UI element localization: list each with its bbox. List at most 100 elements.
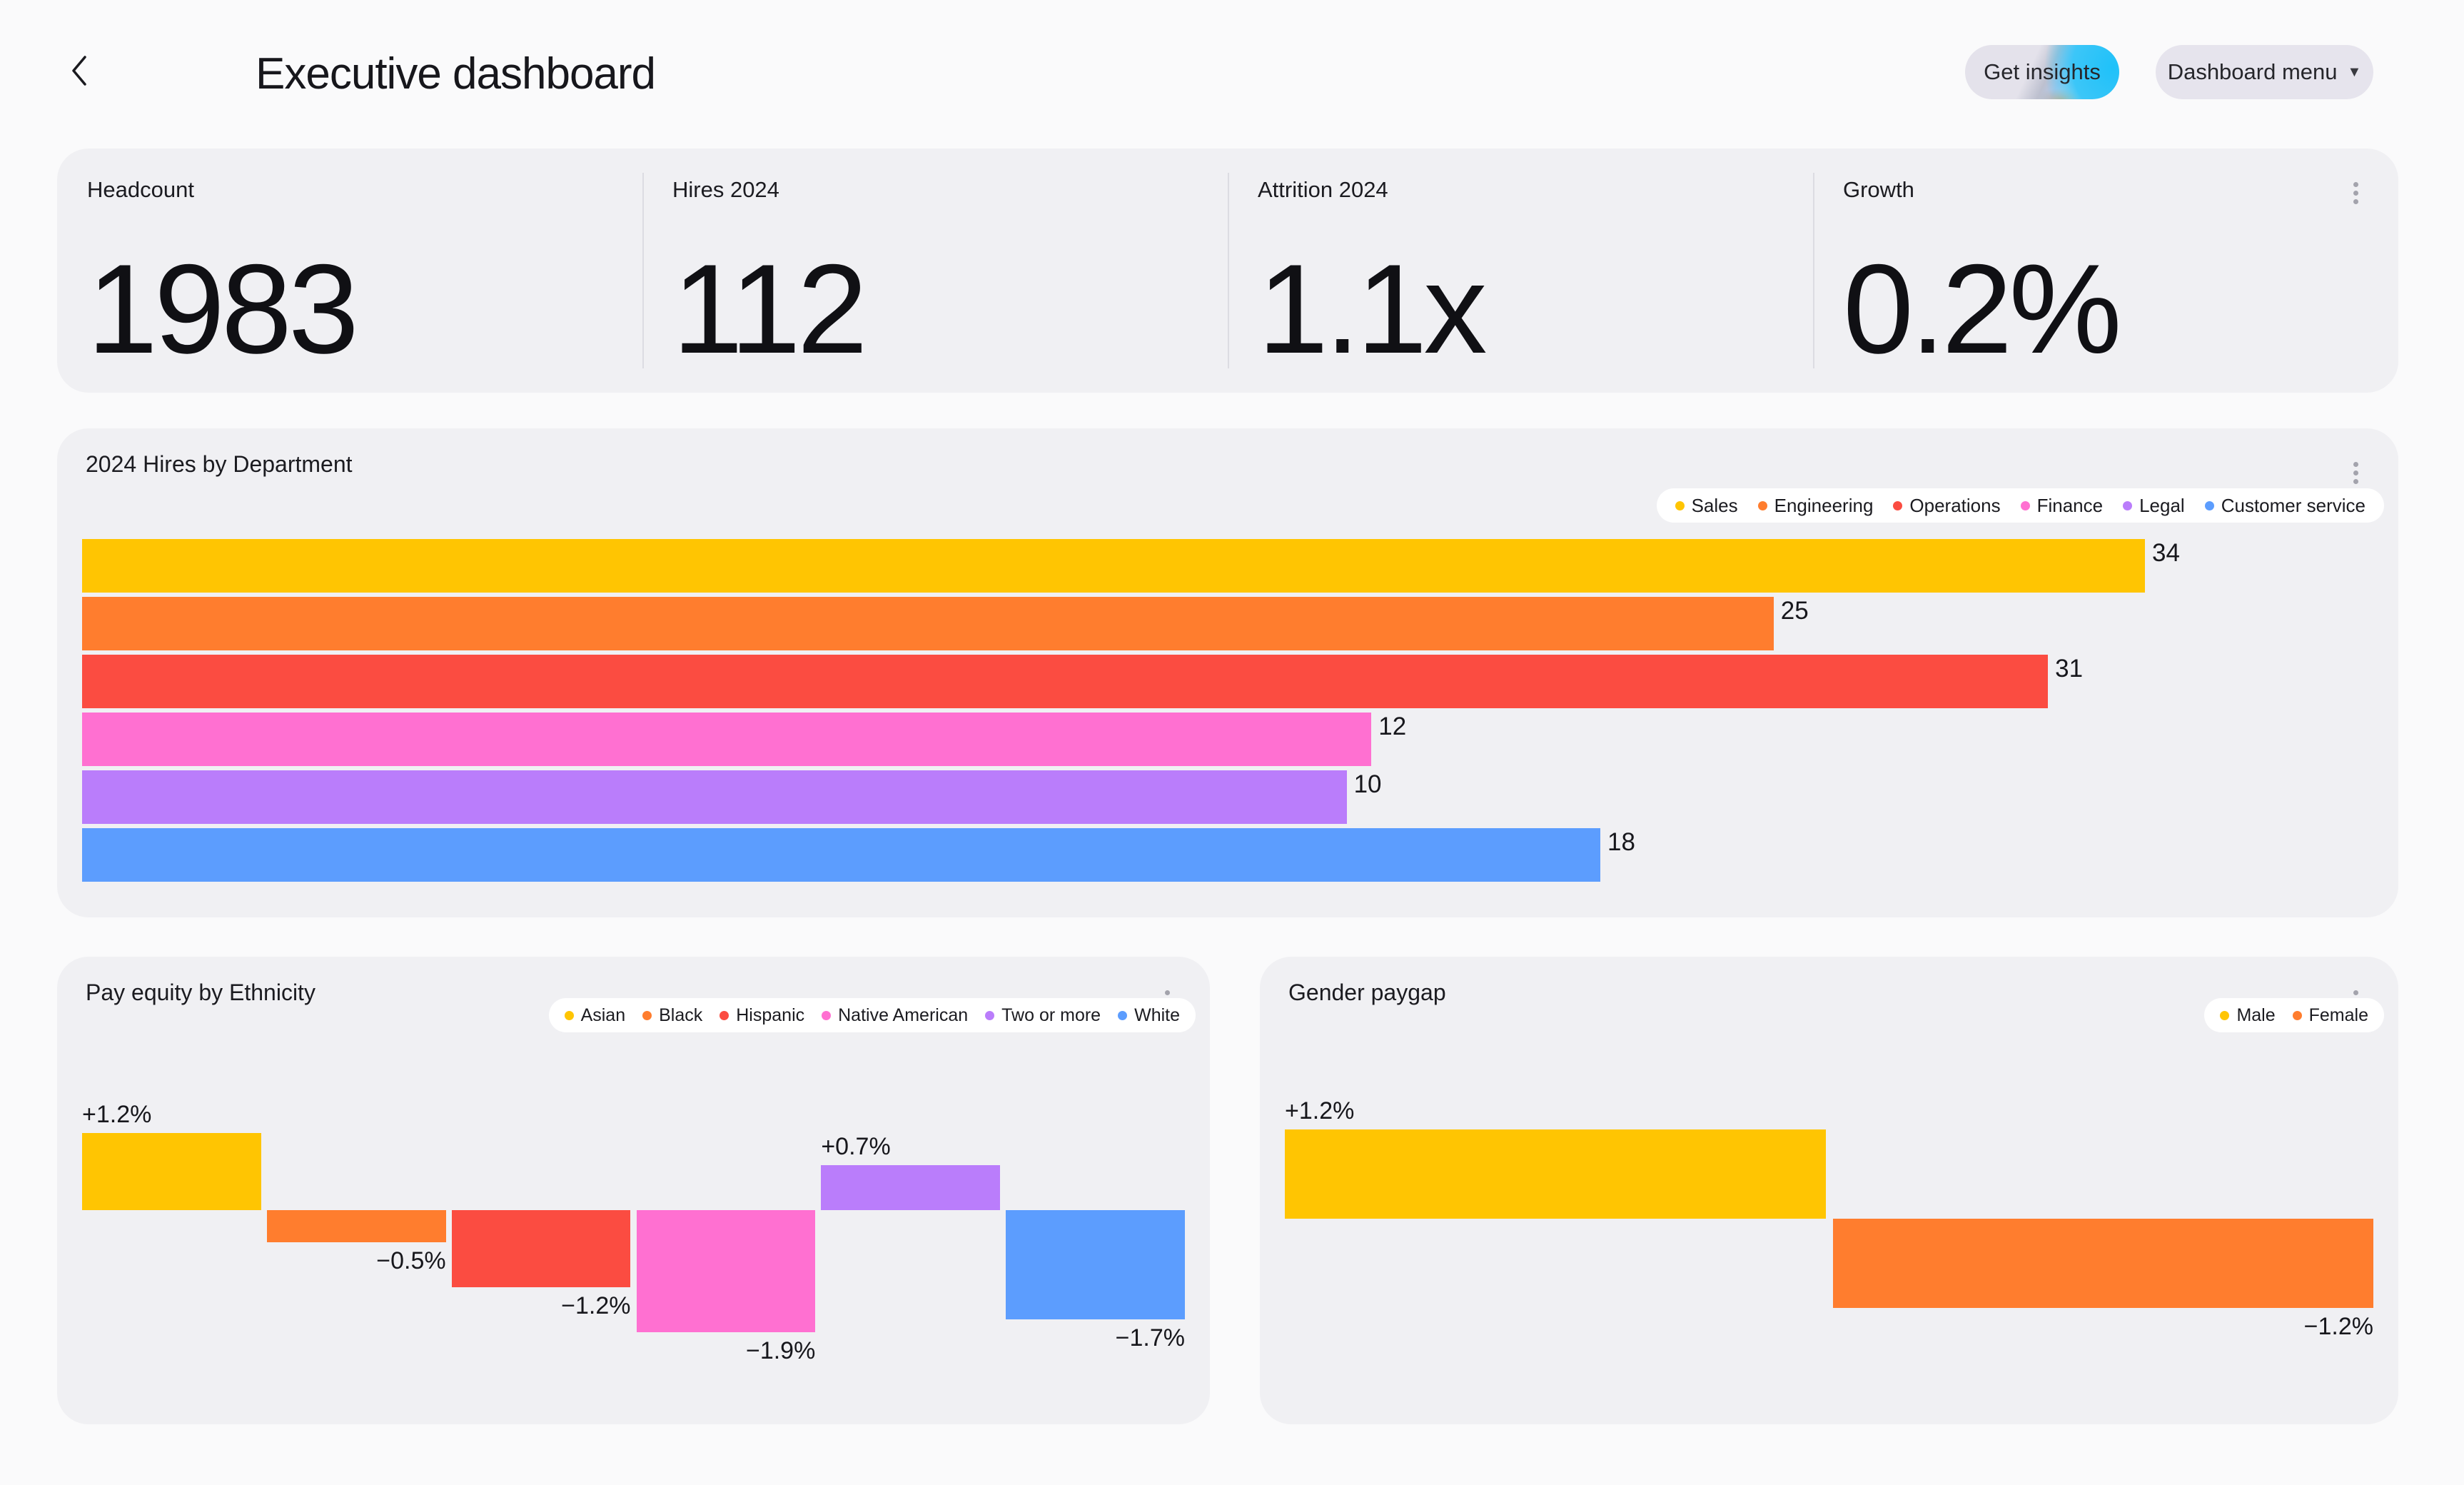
bar-value-label: −1.9% — [745, 1337, 816, 1364]
hires-by-department-card: 2024 Hires by Department Sales Engineerin… — [57, 428, 2398, 917]
pay-equity-card: Pay equity by Ethnicity Asian Black Hispan… — [57, 957, 1210, 1424]
card-title: Gender paygap — [1288, 980, 1446, 1005]
bar-operations[interactable] — [82, 655, 2049, 708]
get-insights-label: Get insights — [1984, 59, 2101, 84]
legend-item-hispanic[interactable]: Hispanic — [719, 1005, 804, 1026]
kpi-value: 112 — [672, 238, 868, 380]
bar-white[interactable] — [1006, 1210, 1185, 1319]
legend-label: Black — [659, 1005, 703, 1025]
bar-row-engineering: 25 — [82, 597, 2373, 650]
legend-label: Two or more — [1001, 1005, 1101, 1025]
bar-native-american[interactable] — [636, 1210, 816, 1332]
legend-dot-icon — [822, 1010, 832, 1020]
legend-item-finance[interactable]: Finance — [2020, 495, 2103, 517]
legend-dot-icon — [2123, 500, 2133, 510]
gender-paygap-chart: +1.2% −1.2% — [1285, 1096, 2373, 1396]
legend-dot-icon — [719, 1010, 729, 1020]
legend-dot-icon — [1675, 500, 1685, 510]
kpi-growth: Growth 0.2% — [1813, 148, 2398, 393]
bar-legal[interactable] — [82, 770, 1347, 824]
legend-label: Hispanic — [736, 1005, 805, 1025]
legend-dot-icon — [1118, 1010, 1128, 1020]
legend-item-legal[interactable]: Legal — [2123, 495, 2185, 517]
chevron-down-icon: ▼ — [2347, 64, 2362, 80]
kpi-card: Headcount 1983 Hires 2024 112 Attrition … — [57, 148, 2398, 393]
bar-value-label: −1.7% — [1115, 1324, 1185, 1351]
legend-label: Native American — [838, 1005, 969, 1025]
legend-item-sales[interactable]: Sales — [1675, 495, 1738, 517]
gender-paygap-legend: Male Female — [2204, 998, 2384, 1032]
bar-value-label: 18 — [1607, 828, 1635, 856]
legend-label: Operations — [1909, 494, 2001, 516]
legend-item-asian[interactable]: Asian — [564, 1005, 625, 1026]
legend-dot-icon — [564, 1010, 574, 1020]
kpi-hires-2024: Hires 2024 112 — [642, 148, 1228, 393]
bar-value-label: 25 — [1780, 597, 1809, 625]
pay-equity-chart: +1.2% −0.5% −1.2% −1.9% +0.7% −1.7% — [82, 1096, 1185, 1396]
bar-value-label: 34 — [2152, 539, 2180, 567]
bar-black[interactable] — [266, 1210, 446, 1242]
legend-item-male[interactable]: Male — [2220, 1005, 2276, 1026]
bar-value-label: +1.2% — [82, 1101, 152, 1128]
kpi-value: 0.2% — [1843, 238, 2122, 380]
bar-value-label: +1.2% — [1285, 1097, 1355, 1125]
bar-value-label: +0.7% — [821, 1133, 891, 1160]
legend-dot-icon — [2220, 1010, 2230, 1020]
legend-item-native-american[interactable]: Native American — [822, 1005, 968, 1026]
gender-paygap-card: Gender paygap Male Female +1.2% −1.2% — [1260, 957, 2398, 1424]
kebab-icon — [2353, 181, 2358, 204]
bar-value-label: −1.2% — [2303, 1312, 2373, 1340]
legend-dot-icon — [1757, 500, 1767, 510]
hires-legend: Sales Engineering Operations Finance Legal Cu… — [1656, 488, 2384, 523]
legend-dot-icon — [2204, 500, 2214, 510]
legend-label: Customer service — [2221, 494, 2365, 516]
kpi-value: 1983 — [87, 238, 359, 380]
bar-value-label: 31 — [2055, 655, 2084, 683]
dashboard-menu-button[interactable]: Dashboard menu ▼ — [2156, 45, 2373, 99]
kpi-headcount: Headcount 1983 — [57, 148, 642, 393]
legend-item-female[interactable]: Female — [2292, 1005, 2368, 1026]
bar-row-finance: 12 — [82, 713, 2373, 766]
legend-dot-icon — [2292, 1010, 2302, 1020]
bar-two-or-more[interactable] — [821, 1165, 1001, 1210]
legend-item-black[interactable]: Black — [642, 1005, 702, 1026]
legend-item-customer-service[interactable]: Customer service — [2204, 494, 2365, 517]
bar-value-label: 12 — [1378, 713, 1407, 740]
legend-dot-icon — [985, 1010, 995, 1020]
bar-asian[interactable] — [82, 1133, 261, 1210]
bar-customer-service[interactable] — [82, 828, 1601, 882]
legend-item-engineering[interactable]: Engineering — [1757, 494, 1874, 517]
pay-equity-legend: Asian Black Hispanic Native American Two or … — [548, 998, 1196, 1032]
legend-dot-icon — [2020, 500, 2030, 510]
legend-label: Female — [2308, 1005, 2368, 1025]
legend-label: Sales — [1691, 494, 1738, 516]
bar-sales[interactable] — [82, 539, 2145, 593]
legend-label: Engineering — [1774, 494, 1874, 516]
kebab-icon — [2353, 461, 2358, 484]
bar-value-label: −0.5% — [376, 1247, 446, 1274]
legend-item-operations[interactable]: Operations — [1893, 494, 2001, 517]
bar-female[interactable] — [1832, 1219, 2373, 1308]
bar-hispanic[interactable] — [451, 1210, 631, 1287]
legend-dot-icon — [642, 1010, 652, 1020]
kpi-attrition-2024: Attrition 2024 1.1x — [1228, 148, 1813, 393]
bar-finance[interactable] — [82, 713, 1372, 766]
dashboard-menu-label: Dashboard menu — [2167, 59, 2338, 84]
kpi-label: Hires 2024 — [672, 177, 779, 202]
back-button[interactable] — [59, 50, 101, 93]
page-title: Executive dashboard — [256, 49, 656, 99]
bar-engineering[interactable] — [82, 597, 1774, 650]
legend-label: Male — [2236, 1005, 2276, 1025]
bar-value-label: 10 — [1353, 770, 1382, 798]
kpi-card-menu-button[interactable] — [2345, 174, 2366, 211]
get-insights-button[interactable]: Get insights — [1965, 45, 2119, 99]
bar-male[interactable] — [1285, 1129, 1826, 1219]
legend-item-two-or-more[interactable]: Two or more — [985, 1005, 1101, 1026]
bar-row-legal: 10 — [82, 770, 2373, 824]
legend-label: White — [1134, 1005, 1180, 1025]
hires-card-menu-button[interactable] — [2345, 454, 2366, 491]
legend-item-white[interactable]: White — [1118, 1005, 1180, 1026]
legend-dot-icon — [1893, 500, 1903, 510]
bar-row-sales: 34 — [82, 539, 2373, 593]
